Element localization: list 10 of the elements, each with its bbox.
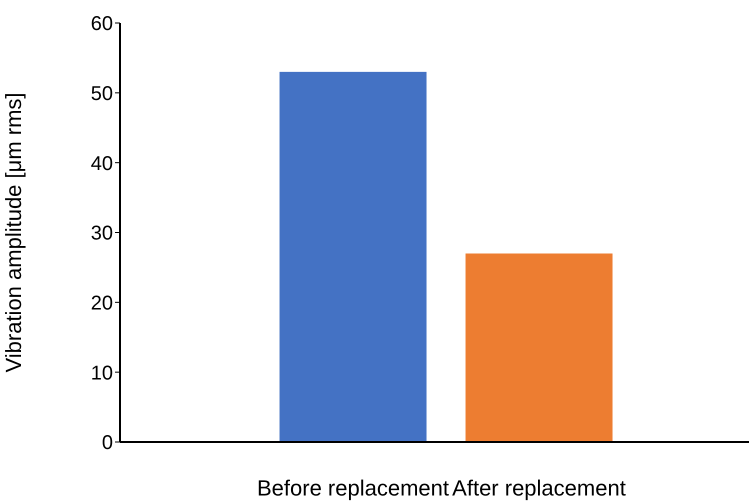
y-tick-label: 20 xyxy=(90,292,113,314)
y-tick-label: 10 xyxy=(90,362,113,384)
x-tick-label: After replacement xyxy=(452,476,626,501)
x-tick-label: Before replacement xyxy=(257,476,449,501)
y-tick-label: 60 xyxy=(90,13,113,36)
y-tick-label: 50 xyxy=(90,82,113,105)
y-axis-title: Vibration amplitude [μm rms] xyxy=(0,92,26,373)
y-tick-label: 40 xyxy=(90,152,113,175)
y-tick-label: 30 xyxy=(90,222,113,245)
y-tick-label: 0 xyxy=(102,432,113,454)
